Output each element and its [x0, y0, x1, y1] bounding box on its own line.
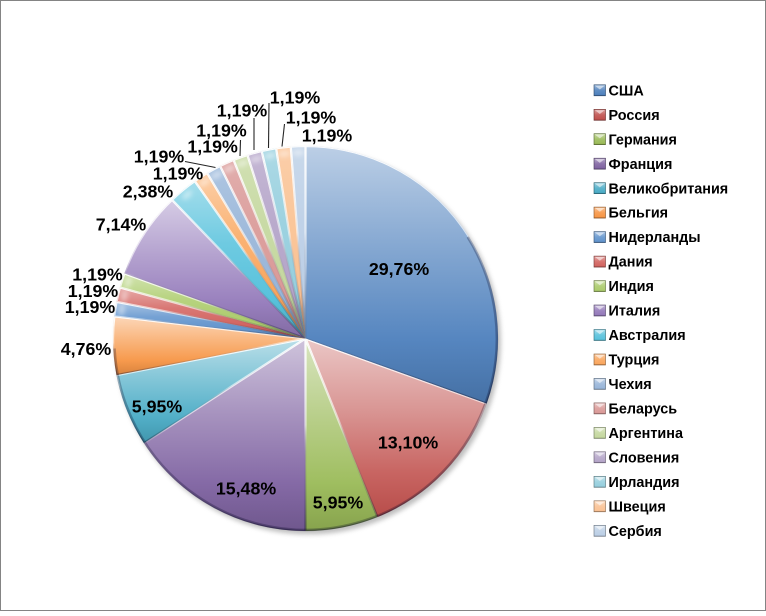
- svg-text:13,10%: 13,10%: [378, 432, 438, 452]
- svg-text:Индия: Индия: [609, 279, 654, 295]
- svg-text:Франция: Франция: [609, 157, 673, 173]
- svg-text:Австралия: Австралия: [609, 328, 686, 344]
- svg-text:5,95%: 5,95%: [132, 396, 183, 416]
- svg-text:1,19%: 1,19%: [153, 163, 204, 183]
- svg-text:15,48%: 15,48%: [216, 478, 276, 498]
- svg-text:7,14%: 7,14%: [96, 214, 147, 234]
- svg-text:1,19%: 1,19%: [286, 107, 337, 127]
- svg-text:Россия: Россия: [609, 108, 660, 124]
- svg-text:Италия: Италия: [609, 304, 661, 320]
- svg-text:Великобритания: Великобритания: [609, 181, 729, 197]
- svg-text:Германия: Германия: [609, 132, 677, 148]
- svg-text:1,19%: 1,19%: [302, 125, 353, 145]
- svg-text:1,19%: 1,19%: [187, 136, 238, 156]
- svg-text:Аргентина: Аргентина: [609, 426, 684, 442]
- svg-text:5,95%: 5,95%: [313, 492, 364, 512]
- svg-text:1,19%: 1,19%: [68, 281, 119, 301]
- svg-text:Швеция: Швеция: [609, 499, 666, 515]
- svg-text:2,38%: 2,38%: [123, 181, 174, 201]
- svg-text:29,76%: 29,76%: [369, 259, 429, 279]
- svg-text:1,19%: 1,19%: [72, 264, 123, 284]
- svg-text:Турция: Турция: [609, 353, 660, 369]
- svg-text:Сербия: Сербия: [609, 524, 662, 540]
- svg-text:1,19%: 1,19%: [196, 120, 247, 140]
- svg-text:1,19%: 1,19%: [134, 146, 185, 166]
- svg-text:Чехия: Чехия: [609, 377, 652, 393]
- svg-text:4,76%: 4,76%: [61, 339, 112, 359]
- svg-text:Словения: Словения: [609, 450, 680, 466]
- svg-text:Дания: Дания: [609, 255, 653, 271]
- svg-text:Нидерланды: Нидерланды: [609, 230, 701, 246]
- svg-text:США: США: [609, 83, 645, 99]
- svg-text:Бельгия: Бельгия: [609, 206, 669, 222]
- svg-text:1,19%: 1,19%: [65, 297, 116, 317]
- svg-text:1,19%: 1,19%: [217, 100, 268, 120]
- svg-text:Ирландия: Ирландия: [609, 475, 680, 491]
- svg-text:1,19%: 1,19%: [270, 87, 321, 107]
- svg-text:Беларусь: Беларусь: [609, 402, 678, 418]
